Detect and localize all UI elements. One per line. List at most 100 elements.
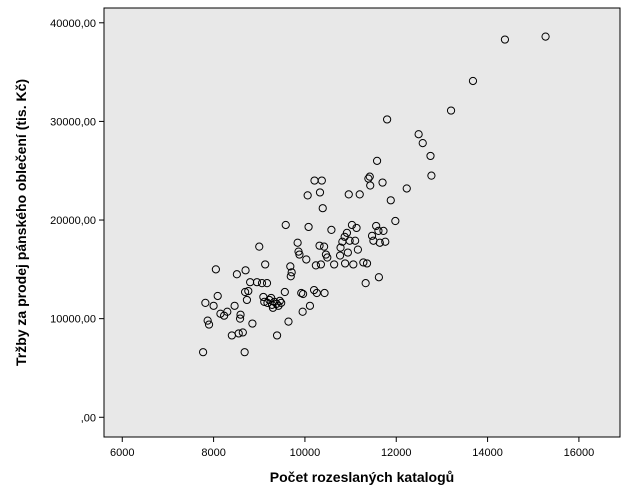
x-tick-label: 16000	[564, 447, 595, 459]
data-point	[312, 288, 321, 298]
data-point	[315, 241, 324, 250]
data-point	[330, 260, 339, 269]
data-point	[272, 331, 282, 340]
data-point	[418, 139, 427, 148]
data-point	[335, 251, 345, 260]
data-point	[293, 238, 302, 247]
x-tick-label: 8000	[201, 447, 225, 459]
data-point	[468, 76, 478, 86]
x-axis-label: Počet rozeslaných katalogů	[270, 469, 454, 485]
x-tick-label: 6000	[110, 447, 134, 459]
data-point	[204, 320, 214, 329]
y-axis: ,00 10000,00 20000,00 30000,00 40000,00	[50, 18, 104, 424]
data-point	[347, 220, 357, 230]
data-point	[352, 223, 361, 233]
data-point	[353, 245, 362, 254]
data-point	[375, 238, 384, 247]
data-points	[198, 32, 550, 357]
data-point	[284, 317, 293, 326]
data-point	[378, 178, 387, 187]
y-tick-label: 40000,00	[50, 18, 96, 30]
data-point	[261, 260, 270, 269]
data-point	[315, 188, 325, 197]
data-point	[255, 242, 264, 251]
data-point	[342, 228, 352, 237]
data-point	[248, 319, 257, 328]
data-point	[317, 176, 326, 185]
data-point	[426, 151, 435, 161]
data-point	[361, 279, 370, 288]
data-point	[262, 279, 272, 288]
data-point	[209, 301, 218, 310]
data-point	[446, 106, 456, 115]
y-tick-label: 10000,00	[50, 314, 96, 326]
data-point	[343, 248, 352, 257]
data-point	[201, 298, 210, 307]
data-point	[236, 310, 245, 319]
data-point	[305, 301, 315, 310]
data-point	[311, 261, 320, 270]
data-point	[303, 191, 312, 200]
data-point	[309, 285, 319, 295]
data-point	[341, 259, 350, 268]
data-point	[203, 316, 212, 325]
data-point	[297, 288, 306, 298]
y-axis-label: Tržby za prodej pánského oblečení (tis. …	[13, 79, 29, 366]
data-point	[381, 237, 390, 246]
data-point	[280, 287, 289, 297]
data-point	[281, 220, 290, 230]
data-point	[241, 266, 250, 275]
data-point	[298, 289, 308, 299]
data-point	[362, 259, 372, 268]
data-point	[372, 156, 382, 165]
data-point	[265, 295, 274, 305]
y-tick-label: 20000,00	[50, 215, 96, 227]
data-point	[318, 204, 327, 213]
data-point	[252, 278, 262, 287]
data-point	[391, 216, 400, 226]
data-point	[302, 255, 311, 264]
data-point	[402, 184, 411, 193]
data-point	[223, 307, 232, 316]
data-point	[320, 288, 329, 298]
y-tick-label: 30000,00	[50, 116, 96, 128]
data-point	[235, 314, 245, 323]
x-tick-label: 14000	[472, 447, 503, 459]
data-point	[414, 130, 423, 139]
x-tick-label: 10000	[290, 447, 321, 459]
data-point	[365, 172, 374, 181]
data-point	[383, 115, 392, 124]
data-point	[379, 226, 388, 235]
data-point	[374, 273, 383, 282]
data-point	[287, 268, 296, 277]
data-point	[327, 225, 336, 234]
data-point	[238, 328, 247, 337]
data-point	[234, 329, 243, 338]
y-tick-label: ,00	[81, 412, 96, 424]
data-point	[386, 196, 395, 205]
data-point	[500, 35, 510, 44]
data-point	[359, 258, 368, 267]
data-point	[277, 298, 286, 307]
data-point	[298, 307, 307, 316]
data-point	[336, 243, 345, 252]
data-point	[351, 236, 360, 245]
data-point	[541, 32, 550, 41]
data-point	[323, 253, 332, 262]
data-point	[345, 236, 354, 245]
plot-area	[103, 7, 621, 438]
x-tick-label: 12000	[381, 447, 412, 459]
data-point	[316, 260, 326, 269]
data-point	[344, 190, 353, 199]
data-point	[198, 348, 208, 357]
data-point	[374, 226, 383, 235]
data-point	[241, 287, 250, 297]
data-point	[275, 296, 284, 306]
data-point	[211, 265, 220, 274]
data-point	[427, 171, 436, 180]
data-point	[257, 279, 267, 288]
data-point	[232, 270, 241, 279]
data-point	[340, 232, 349, 241]
data-point	[372, 221, 381, 231]
